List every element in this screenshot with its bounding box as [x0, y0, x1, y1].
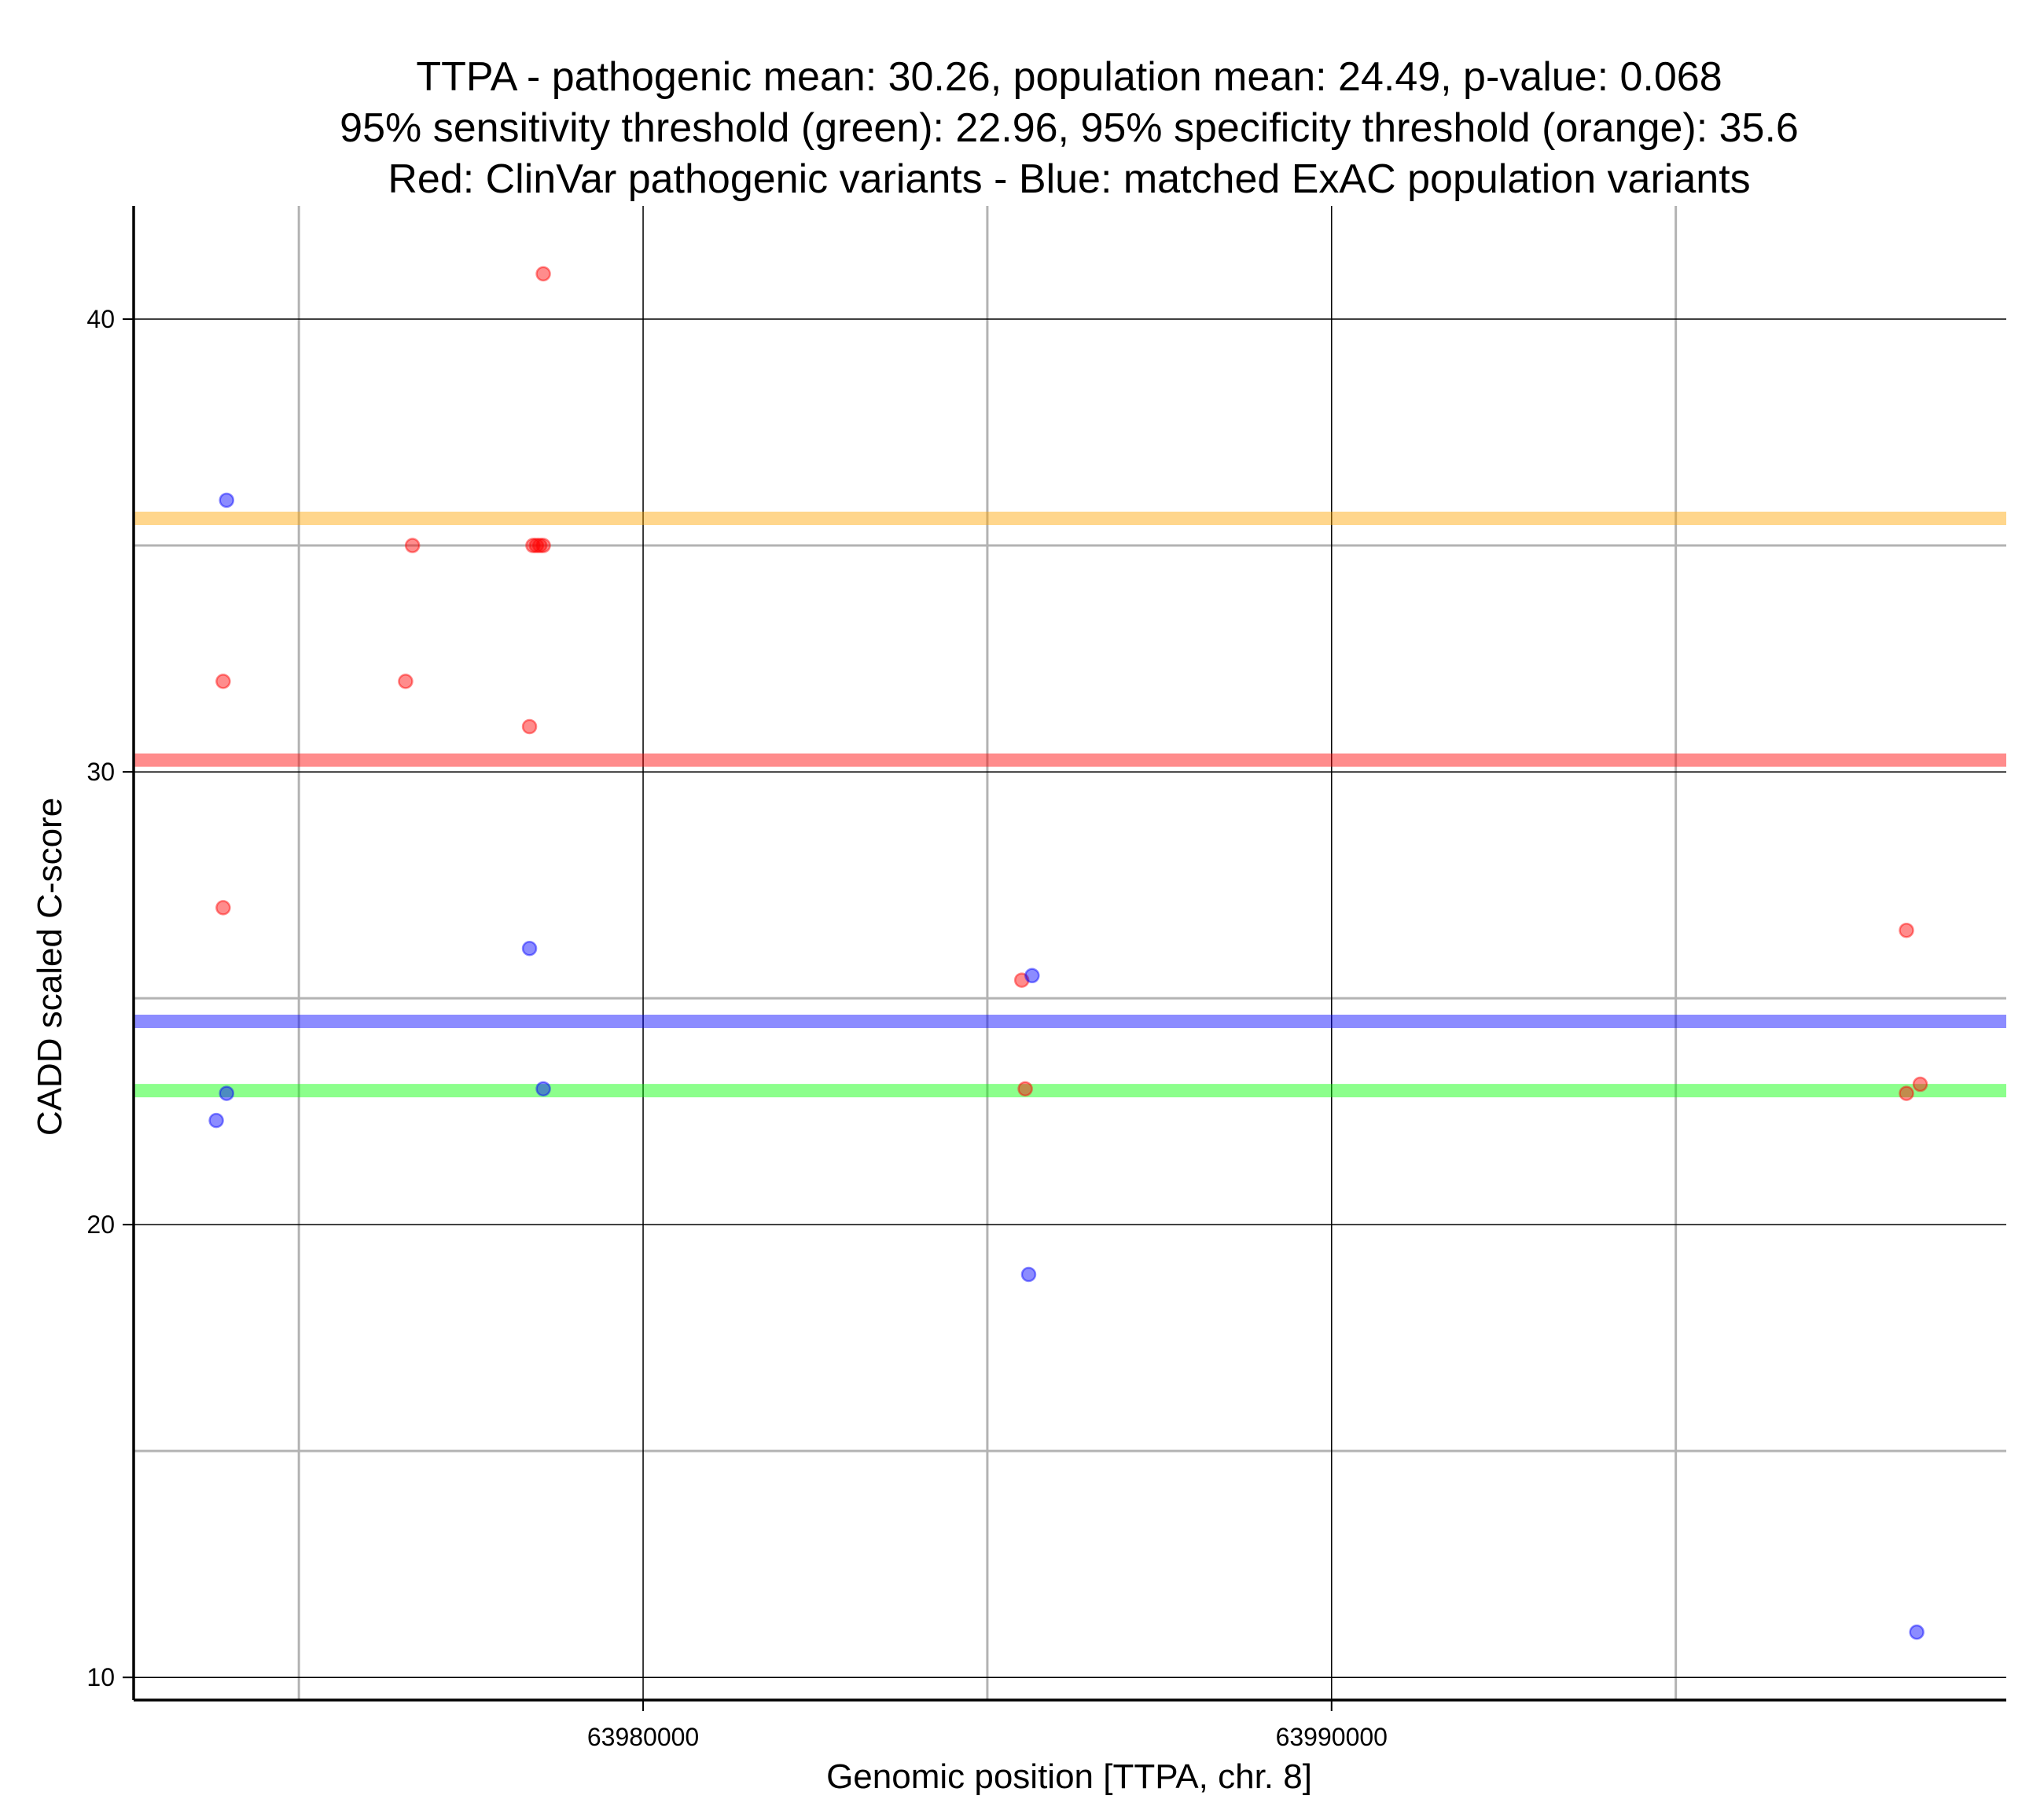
chart-title: TTPA - pathogenic mean: 30.26, populatio…: [340, 54, 1799, 202]
title-line-3: Red: ClinVar pathogenic variants - Blue:…: [388, 156, 1750, 202]
data-point: [521, 718, 538, 735]
y-tick-label: 20: [86, 1210, 115, 1239]
data-points: [208, 266, 1928, 1640]
x-axis-title: Genomic position [TTPA, chr. 8]: [826, 1757, 1312, 1796]
y-tick-label: 10: [86, 1663, 115, 1691]
data-point: [1909, 1624, 1925, 1640]
data-point: [535, 538, 551, 553]
data-point: [535, 1081, 551, 1097]
data-point: [219, 1085, 234, 1101]
tick-labels: 10 20 30 40 63980000 63990000: [86, 305, 1388, 1751]
data-point: [528, 538, 545, 553]
data-point: [1899, 922, 1914, 938]
data-point: [1912, 1076, 1928, 1092]
data-point: [398, 674, 414, 689]
data-point: [219, 492, 234, 509]
data-point: [531, 538, 548, 553]
data-point: [404, 538, 421, 553]
y-tick-label: 30: [86, 758, 115, 786]
title-line-2: 95% sensitivity threshold (green): 22.96…: [340, 105, 1799, 151]
threshold-lines: [134, 511, 2006, 1098]
data-point: [1017, 1081, 1033, 1097]
x-tick-label: 63990000: [1276, 1723, 1388, 1751]
data-point: [535, 266, 551, 282]
grid: [134, 206, 2006, 1700]
data-point: [215, 674, 231, 689]
data-point: [521, 940, 538, 957]
data-point: [1013, 972, 1030, 988]
title-line-1: TTPA - pathogenic mean: 30.26, populatio…: [416, 54, 1722, 100]
y-tick-label: 40: [86, 305, 115, 333]
data-point: [525, 538, 541, 553]
y-axis-title: CADD scaled C-score: [31, 798, 69, 1136]
data-point: [1899, 1085, 1914, 1101]
data-point: [208, 1112, 224, 1129]
data-point: [1024, 968, 1040, 984]
data-point: [1020, 1266, 1037, 1283]
axes: [132, 206, 2006, 1702]
data-point: [215, 900, 231, 916]
x-tick-label: 63980000: [587, 1723, 699, 1751]
